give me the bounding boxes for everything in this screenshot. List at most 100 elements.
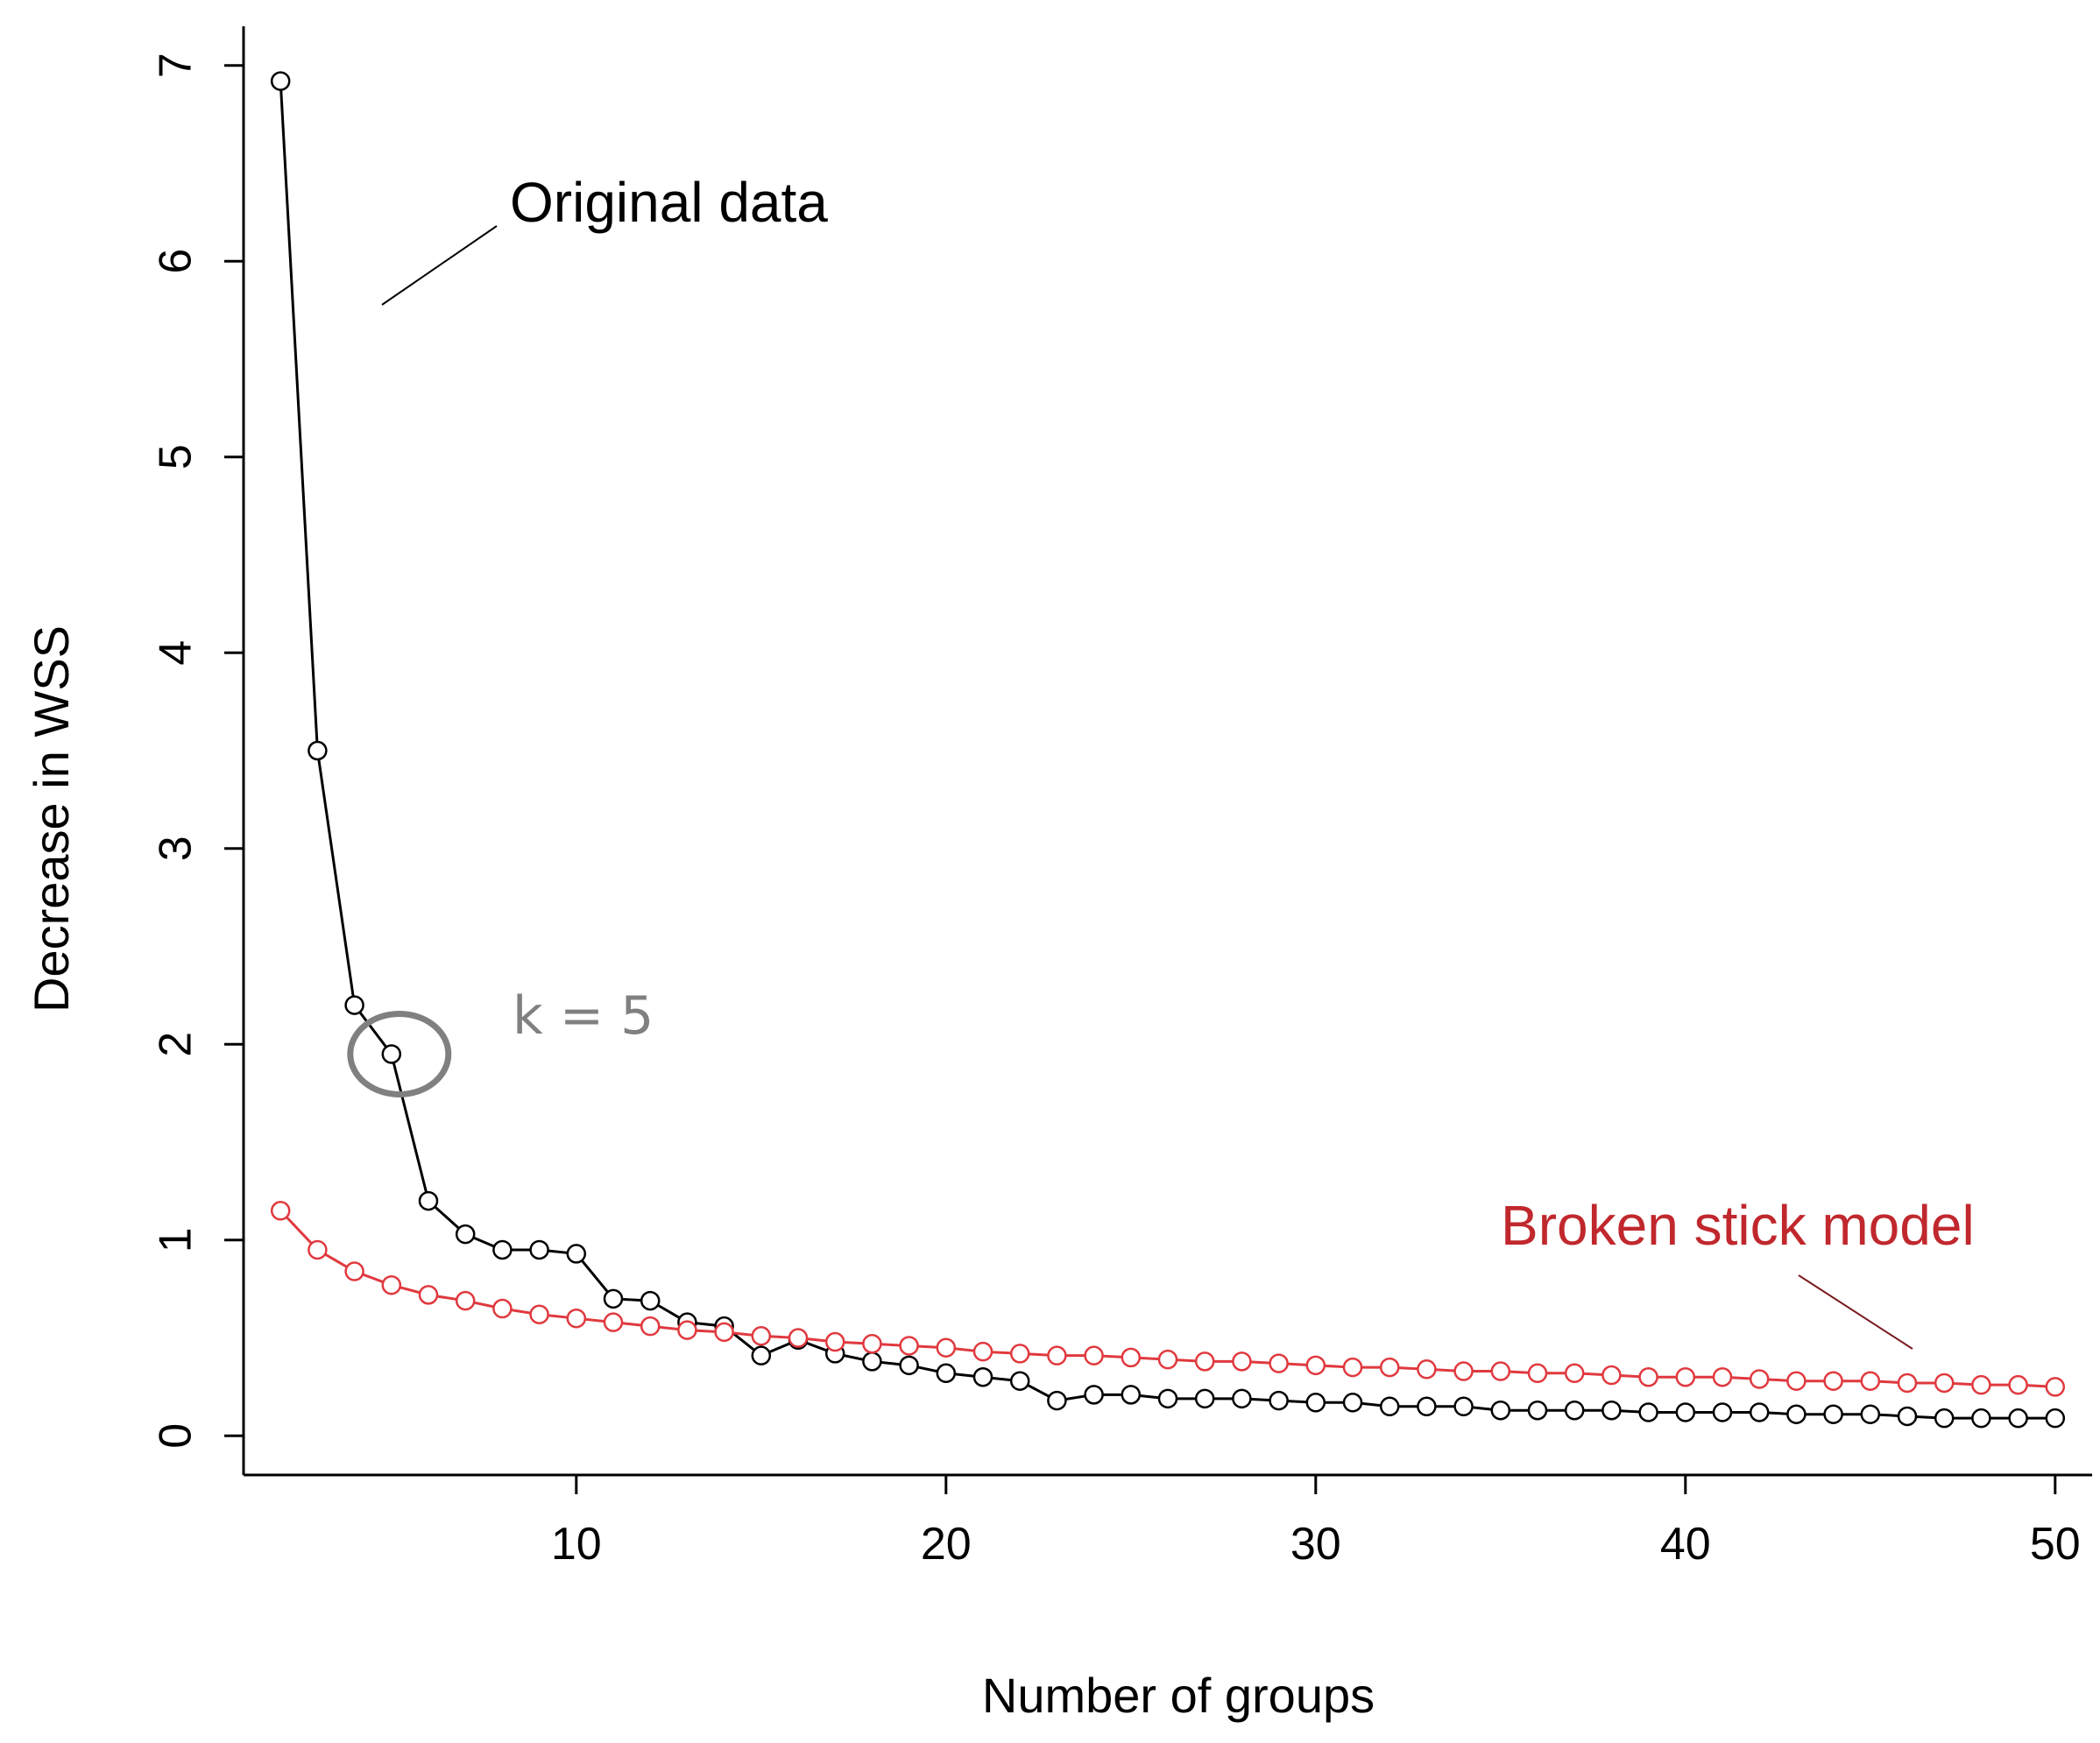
point-original-data (1602, 1400, 1622, 1421)
point-original-data (1934, 1408, 1955, 1429)
y-tick-label: 3 (151, 836, 202, 861)
point-broken-stick (1157, 1349, 1178, 1370)
point-broken-stick (862, 1333, 882, 1354)
point-original-data (344, 995, 364, 1015)
point-broken-stick (1232, 1351, 1252, 1372)
point-broken-stick (1564, 1363, 1585, 1384)
annotation-k5-highlight (347, 1010, 452, 1097)
point-broken-stick (1084, 1345, 1104, 1365)
annotation-broken-stick: Broken stick model (1501, 1194, 1975, 1257)
point-broken-stick (381, 1274, 402, 1295)
point-original-data (1712, 1402, 1733, 1422)
point-broken-stick (936, 1337, 957, 1358)
point-original-data (1305, 1393, 1326, 1413)
point-original-data (640, 1290, 661, 1311)
point-broken-stick (1934, 1373, 1955, 1394)
point-broken-stick (1009, 1344, 1030, 1364)
y-tick-label: 2 (151, 1032, 202, 1057)
point-broken-stick (788, 1328, 809, 1348)
point-broken-stick (1453, 1361, 1474, 1381)
point-original-data (1232, 1388, 1252, 1409)
y-tick-label: 6 (151, 249, 202, 274)
point-original-data (1084, 1385, 1104, 1405)
y-tick-label: 0 (151, 1423, 202, 1449)
point-broken-stick (1823, 1371, 1843, 1391)
point-original-data (936, 1363, 957, 1384)
series-layer (270, 71, 2066, 1429)
point-original-data (270, 71, 291, 91)
point-broken-stick (1602, 1365, 1622, 1386)
axes (242, 26, 2092, 1477)
point-original-data (1121, 1385, 1142, 1405)
annotation-broken-stick-leader (1798, 1274, 1913, 1350)
point-original-data (1009, 1371, 1030, 1391)
x-tick-label: 40 (1660, 1519, 1711, 1570)
point-broken-stick (1971, 1374, 1991, 1395)
point-original-data (1417, 1396, 1437, 1417)
point-broken-stick (2045, 1377, 2066, 1397)
point-broken-stick (1527, 1363, 1548, 1384)
annotation-original-data-leader (381, 225, 498, 306)
point-broken-stick (1897, 1373, 1918, 1394)
y-tick-label: 4 (151, 640, 202, 666)
point-original-data (1269, 1390, 1289, 1411)
y-tick-label: 5 (151, 444, 202, 469)
point-broken-stick (1638, 1366, 1658, 1387)
point-original-data (2008, 1408, 2028, 1429)
x-axis-title: Number of groups (982, 1668, 1375, 1723)
point-original-data (418, 1190, 439, 1211)
point-original-data (1860, 1404, 1881, 1424)
point-original-data (1047, 1390, 1067, 1411)
point-original-data (1564, 1400, 1585, 1421)
series-original-data (270, 71, 2066, 1429)
point-original-data (1379, 1396, 1400, 1417)
point-broken-stick (1490, 1361, 1511, 1381)
point-broken-stick (1749, 1369, 1770, 1389)
point-original-data (381, 1044, 402, 1064)
point-broken-stick (270, 1201, 291, 1221)
point-original-data (1638, 1402, 1658, 1422)
point-original-data (455, 1224, 476, 1245)
point-broken-stick (492, 1298, 513, 1319)
point-broken-stick (714, 1322, 734, 1343)
point-original-data (1453, 1396, 1474, 1417)
point-original-data (1527, 1400, 1548, 1421)
point-original-data (566, 1244, 587, 1264)
point-original-data (1971, 1408, 1991, 1429)
point-original-data (492, 1239, 513, 1260)
point-original-data (1157, 1388, 1178, 1409)
point-broken-stick (677, 1320, 697, 1340)
annotation-k5: k = 5 (513, 985, 654, 1047)
x-tick-label: 30 (1290, 1519, 1341, 1570)
point-broken-stick (1860, 1371, 1881, 1391)
point-original-data (2045, 1408, 2066, 1429)
point-original-data (751, 1345, 772, 1365)
point-original-data (899, 1355, 919, 1376)
point-broken-stick (640, 1316, 661, 1337)
point-broken-stick (308, 1239, 328, 1260)
point-original-data (1194, 1388, 1215, 1409)
y-tick-label: 7 (151, 53, 202, 78)
point-broken-stick (2008, 1374, 2028, 1395)
point-broken-stick (1712, 1366, 1733, 1387)
point-broken-stick (824, 1331, 845, 1352)
point-original-data (1490, 1400, 1511, 1421)
point-original-data (1342, 1393, 1363, 1413)
y-axis-ticks: 0 1 2 3 4 5 6 7 (151, 53, 244, 1449)
point-broken-stick (1786, 1371, 1807, 1391)
x-tick-label: 10 (551, 1519, 602, 1570)
point-broken-stick (1342, 1357, 1363, 1378)
point-broken-stick (603, 1312, 624, 1332)
point-broken-stick (344, 1261, 364, 1281)
point-broken-stick (1417, 1359, 1437, 1380)
point-broken-stick (1379, 1357, 1400, 1378)
y-tick-label: 1 (151, 1227, 202, 1253)
point-original-data (862, 1351, 882, 1372)
point-broken-stick (455, 1290, 476, 1311)
point-broken-stick (899, 1336, 919, 1356)
point-original-data (308, 740, 328, 761)
point-broken-stick (751, 1326, 772, 1346)
point-original-data (603, 1288, 624, 1309)
point-original-data (1897, 1406, 1918, 1427)
